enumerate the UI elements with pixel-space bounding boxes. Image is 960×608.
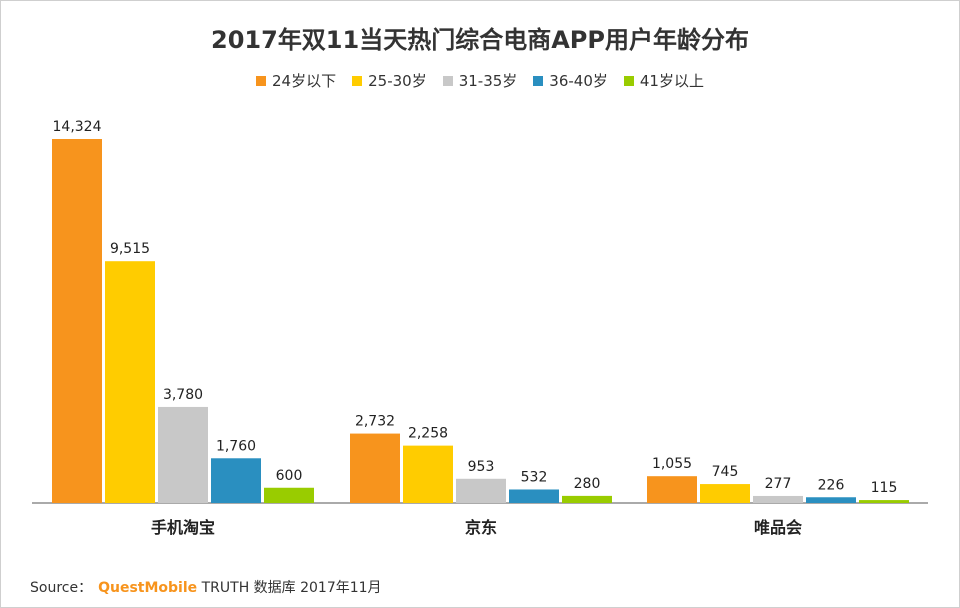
data-label: 600 [276, 468, 303, 484]
chart-title: 2017年双11当天热门综合电商APP用户年龄分布 [211, 26, 749, 54]
bar [105, 261, 155, 503]
source-brand: QuestMobile [98, 580, 198, 596]
legend-swatch [256, 75, 267, 86]
legend-item: 24岁以下 [256, 70, 336, 91]
data-label: 14,324 [53, 119, 102, 135]
legend-label: 25-30岁 [368, 72, 427, 90]
data-label: 280 [574, 476, 601, 492]
data-label: 115 [871, 480, 898, 496]
bar [700, 484, 750, 503]
bar [158, 406, 208, 503]
data-label: 953 [468, 459, 495, 475]
legend-item: 36-40岁 [533, 70, 608, 91]
bar [264, 487, 314, 503]
data-label: 3,780 [163, 387, 203, 403]
data-label: 1,760 [216, 438, 256, 454]
bar [509, 489, 559, 503]
data-label: 9,515 [110, 241, 150, 257]
bar [562, 495, 612, 503]
category-label: 京东 [465, 518, 497, 537]
data-label: 1,055 [652, 456, 692, 472]
data-label: 277 [765, 476, 792, 492]
source-note: Source： QuestMobile TRUTH 数据库 2017年11月 [30, 577, 382, 597]
source-prefix: Source： [30, 580, 93, 596]
bar [753, 495, 803, 503]
data-label: 2,258 [408, 426, 448, 442]
data-label: 532 [521, 469, 548, 485]
bar [647, 476, 697, 503]
category-label: 唯品会 [754, 518, 802, 537]
legend-label: 41岁以上 [639, 72, 704, 90]
legend-swatch [533, 75, 544, 86]
legend-label: 31-35岁 [458, 72, 518, 90]
bar [456, 478, 506, 503]
bar [52, 139, 102, 503]
legend-swatch [442, 75, 453, 86]
data-label: 2,732 [355, 414, 395, 430]
category-label: 手机淘宝 [151, 518, 215, 537]
data-label: 745 [712, 464, 739, 480]
legend-swatch [623, 75, 634, 86]
source-suffix: TRUTH 数据库 2017年11月 [201, 580, 382, 596]
legend-swatch [352, 75, 363, 86]
data-label: 226 [818, 477, 845, 493]
bar [350, 433, 400, 503]
bar [806, 497, 856, 503]
legend-label: 24岁以下 [272, 72, 337, 90]
bar [211, 458, 261, 503]
legend-item: 31-35岁 [442, 70, 518, 91]
bar [403, 445, 453, 503]
bar [859, 500, 909, 503]
legend: 24岁以下 25-30岁 31-35岁 36-40岁 41岁以上 [0, 70, 960, 91]
legend-label: 36-40岁 [549, 72, 608, 90]
legend-item: 25-30岁 [352, 70, 427, 91]
legend-item: 41岁以上 [623, 70, 704, 91]
